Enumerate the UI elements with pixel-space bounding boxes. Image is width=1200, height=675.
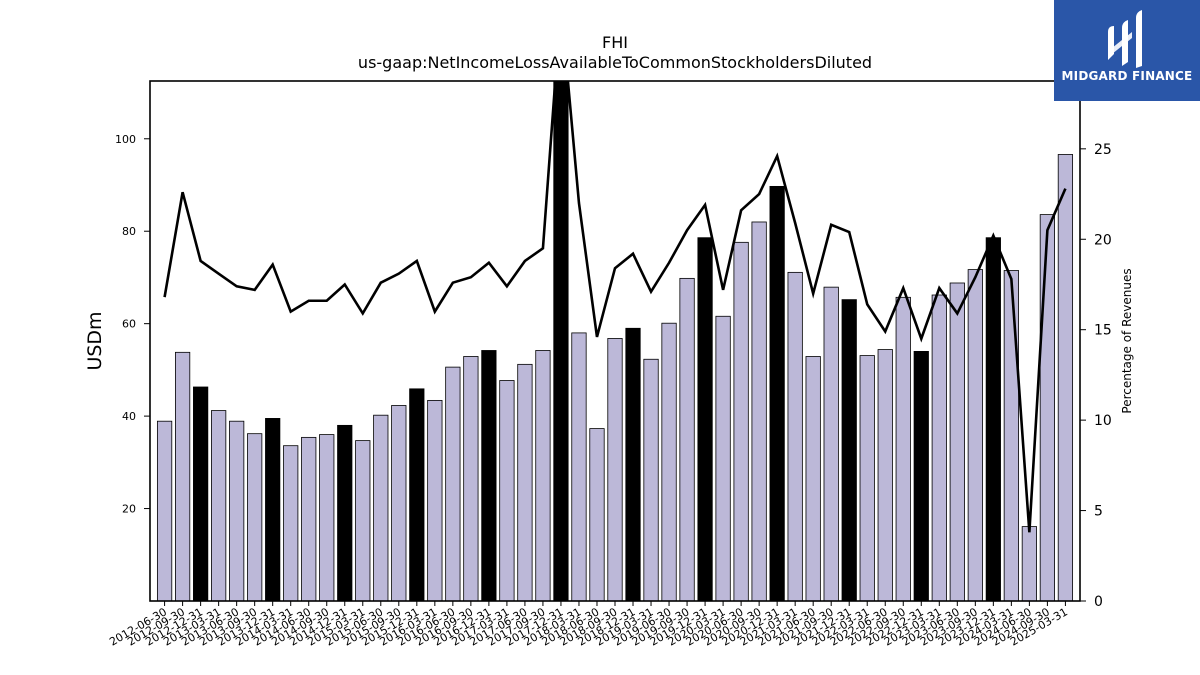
bar <box>877 349 893 601</box>
bar <box>1039 214 1055 601</box>
y2-tick-label: 25 <box>1094 142 1112 158</box>
logo-text: MIDGARD FINANCE <box>1061 69 1193 83</box>
bar <box>499 380 515 601</box>
y-tick-label: 20 <box>122 503 136 516</box>
bar <box>391 405 407 601</box>
bar <box>589 428 605 601</box>
bar <box>373 414 389 601</box>
y-tick-label: 60 <box>122 318 136 331</box>
bar <box>445 366 461 601</box>
bar <box>823 286 839 601</box>
bar <box>355 440 371 601</box>
bar <box>607 338 623 601</box>
bar <box>1057 154 1074 601</box>
bar <box>967 269 983 601</box>
bar <box>733 241 749 601</box>
line-group <box>163 81 1067 533</box>
bar <box>625 327 641 601</box>
chart-subtitle: us-gaap:NetIncomeLossAvailableToCommonSt… <box>358 53 872 72</box>
bar <box>156 420 173 601</box>
midgard-logo-icon <box>1108 10 1142 68</box>
y2-tick-label: 0 <box>1094 594 1103 610</box>
bar-group <box>156 81 1074 601</box>
bar <box>409 388 425 601</box>
bar <box>841 299 857 601</box>
bar <box>1021 526 1037 601</box>
bar <box>535 350 551 601</box>
bar <box>949 282 965 601</box>
bar <box>643 358 659 601</box>
bar <box>301 436 317 601</box>
bar <box>427 399 443 601</box>
bar <box>229 420 245 601</box>
y2-tick-label: 15 <box>1094 323 1112 339</box>
y-tick-label: 100 <box>115 133 136 146</box>
bar <box>481 350 497 601</box>
bar <box>283 445 299 601</box>
bar <box>319 434 335 601</box>
logo: MIDGARD FINANCE <box>1054 0 1200 101</box>
chart-title: FHI <box>602 33 628 52</box>
bar <box>805 356 821 601</box>
bar <box>265 418 281 601</box>
bar <box>787 271 803 601</box>
y2-axis-label: Percentage of Revenues <box>1120 268 1134 413</box>
y2-tick-label: 20 <box>1094 232 1112 248</box>
bar <box>1003 270 1019 601</box>
y2-tick-label: 10 <box>1094 413 1112 429</box>
bar <box>985 237 1001 601</box>
bar <box>553 81 569 601</box>
bar <box>931 294 947 601</box>
line-series <box>163 81 1067 533</box>
bar <box>517 363 533 601</box>
bar <box>174 351 191 601</box>
y-axis-label: USDm <box>84 311 106 370</box>
bar <box>715 315 731 601</box>
bar <box>211 410 227 601</box>
bar <box>463 356 479 601</box>
y2-tick-label: 5 <box>1094 504 1103 520</box>
bar <box>661 322 677 601</box>
bar <box>769 185 785 601</box>
axes-group: 2040608010005101520252012-06-302012-09-3… <box>107 80 1112 649</box>
bar <box>697 237 713 601</box>
y-tick-label: 80 <box>122 225 136 238</box>
bar <box>679 277 695 601</box>
bar <box>337 424 353 601</box>
bar <box>913 350 929 601</box>
bar <box>751 221 767 601</box>
bar <box>247 433 263 601</box>
y-tick-label: 40 <box>122 410 136 423</box>
bar <box>193 386 209 601</box>
bar <box>895 296 911 601</box>
bar <box>859 355 875 601</box>
bar <box>571 332 587 601</box>
